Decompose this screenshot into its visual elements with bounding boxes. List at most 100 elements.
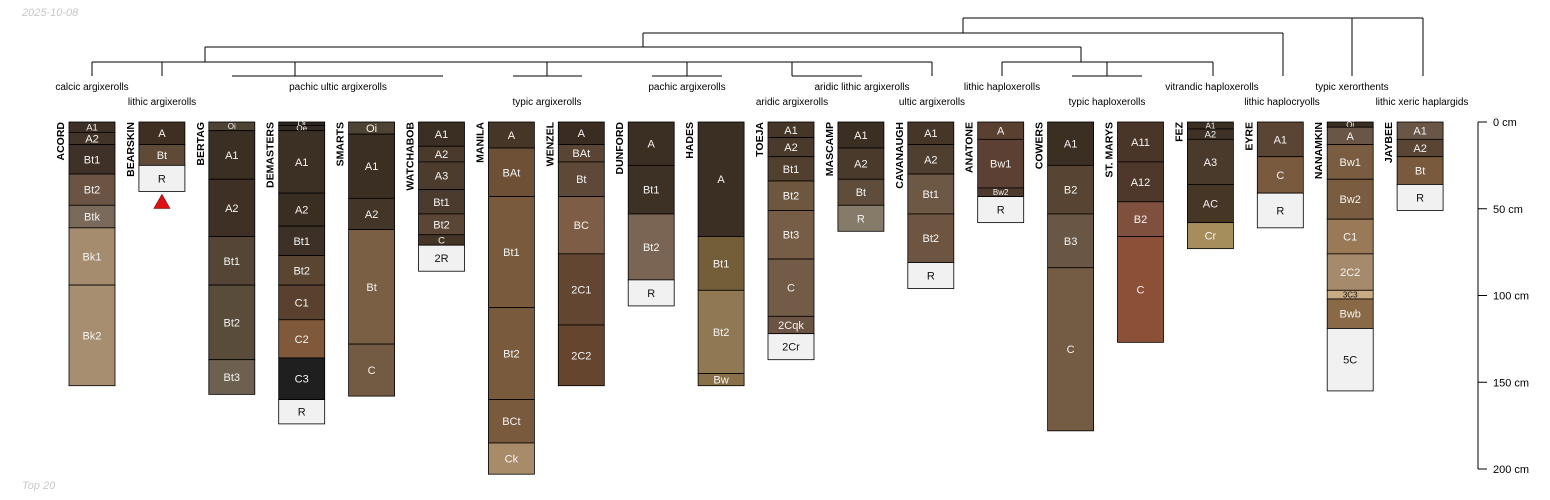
horizon-label: B2 — [1134, 214, 1147, 226]
horizon-label: A1 — [225, 150, 238, 162]
horizon-label: Bwb — [1339, 309, 1360, 321]
horizon — [278, 225, 326, 256]
horizon-label: 2C2 — [1340, 267, 1360, 279]
horizon — [348, 197, 396, 230]
horizon-label: Bt — [366, 282, 376, 294]
horizon-label: Bt1 — [783, 164, 800, 176]
profile-name: ST. MARYS — [1104, 122, 1116, 178]
profile-name: ANATONE — [964, 122, 976, 173]
profile-name: JAYBEE — [1383, 122, 1395, 163]
horizon — [767, 258, 815, 317]
horizon-label: Bt — [157, 150, 167, 162]
horizon-label: Ck — [505, 454, 519, 466]
horizon-label: R — [298, 407, 306, 419]
horizon-label: BAt — [503, 167, 521, 179]
horizon-label: Bt — [576, 174, 586, 186]
horizon-label: A3 — [1204, 157, 1217, 169]
horizon — [278, 319, 326, 359]
horizon-label: Bt2 — [643, 242, 660, 254]
horizon — [1256, 121, 1304, 158]
horizon-label: Bk1 — [83, 251, 102, 263]
taxonomy-label: ultic argixerolls — [899, 97, 965, 108]
horizon-label: C — [1137, 284, 1145, 296]
taxonomy-label: aridic argixerolls — [756, 97, 828, 108]
soil-profile-column: A1 A2 Bt1 Bt2 Bt3 C 2Cqk 2Cr TOEJA — [754, 122, 815, 361]
horizon-label: Bt2 — [433, 219, 450, 231]
horizon — [1396, 156, 1444, 185]
horizon-label: AC — [1203, 199, 1218, 211]
profile-name: MANILA — [474, 122, 486, 163]
soil-profile-column: A1 B2 B3 C COWERS — [1034, 121, 1094, 432]
horizon — [557, 253, 605, 326]
horizon-label: R — [1276, 205, 1284, 217]
taxonomy-label: typic haploxerolls — [1069, 97, 1146, 108]
horizon-label: Oi — [298, 120, 306, 129]
horizon-label: 2Cqk — [778, 320, 804, 332]
horizon — [487, 121, 535, 149]
horizon-label: A2 — [295, 205, 308, 217]
horizon-label: A1 — [435, 129, 448, 141]
horizon-label: 5C — [1343, 355, 1357, 367]
horizon — [487, 442, 535, 475]
horizon — [557, 161, 605, 198]
horizon-label: A1 — [1206, 121, 1216, 130]
horizon — [977, 196, 1025, 224]
horizon-label: C1 — [295, 297, 309, 309]
horizon-label: BAt — [572, 148, 590, 160]
soil-profile-column: A Bt1 Bt2 Bw HADES — [684, 121, 745, 387]
horizon — [208, 284, 256, 361]
horizon — [907, 262, 955, 289]
profile-name: EYRE — [1243, 122, 1255, 151]
bedrock-marker — [153, 193, 171, 209]
horizon-label: R — [647, 288, 655, 300]
soil-profile-column: A Bw1 Bw2 R ANATONE — [964, 121, 1025, 224]
horizon-label: Bt2 — [783, 191, 800, 203]
horizon — [837, 204, 885, 232]
axis-tick-label: 50 cm — [1493, 204, 1523, 216]
horizon — [418, 121, 465, 147]
horizon-label: A1 — [365, 161, 378, 173]
profile-name: TOEJA — [754, 122, 766, 157]
horizon — [348, 133, 396, 199]
taxonomy-label: typic argixerolls — [513, 97, 582, 108]
horizon — [907, 213, 955, 263]
horizon-label: C — [787, 283, 795, 295]
taxonomy-label: typic xerorthents — [1315, 82, 1388, 93]
horizon-label: BC — [574, 220, 589, 232]
horizon — [278, 284, 326, 321]
taxonomy-label: lithic haploxerolls — [964, 82, 1040, 93]
horizon — [278, 399, 326, 425]
taxonomy-label: calcic argixerolls — [55, 82, 128, 93]
horizon — [208, 236, 256, 286]
horizon-label: Oi — [366, 123, 377, 135]
horizon-label: A2 — [784, 142, 797, 154]
horizon-label: A — [1347, 131, 1355, 143]
horizon — [487, 399, 535, 444]
horizon — [208, 178, 256, 237]
horizon-label: A3 — [435, 171, 448, 183]
profile-name: COWERS — [1034, 122, 1046, 169]
taxonomy-label: lithic xeric haplargids — [1376, 97, 1469, 108]
horizon — [1256, 156, 1304, 194]
horizon — [557, 324, 605, 387]
horizon-label: A2 — [1205, 129, 1217, 140]
horizon-label: C — [438, 234, 445, 245]
horizon-label: 2C1 — [571, 284, 591, 296]
horizon-label: Bt2 — [923, 233, 940, 245]
profile-name: ACORD — [55, 122, 67, 161]
horizon-label: A11 — [1131, 137, 1150, 149]
horizon — [767, 180, 815, 211]
horizon-label: A2 — [225, 203, 238, 215]
depth-axis: 0 cm 50 cm 100 cm 150 cm 200 cm — [1477, 117, 1529, 476]
horizon-label: C1 — [1343, 231, 1357, 243]
horizon-label: Bt2 — [713, 327, 730, 339]
horizon-label: Bt — [1415, 166, 1425, 178]
horizon — [627, 121, 675, 166]
horizon-label: A — [158, 128, 166, 140]
horizon-label: A2 — [85, 133, 99, 145]
horizon-label: A1 — [1274, 134, 1287, 146]
taxonomy-label: aridic lithic argixerolls — [814, 82, 909, 93]
